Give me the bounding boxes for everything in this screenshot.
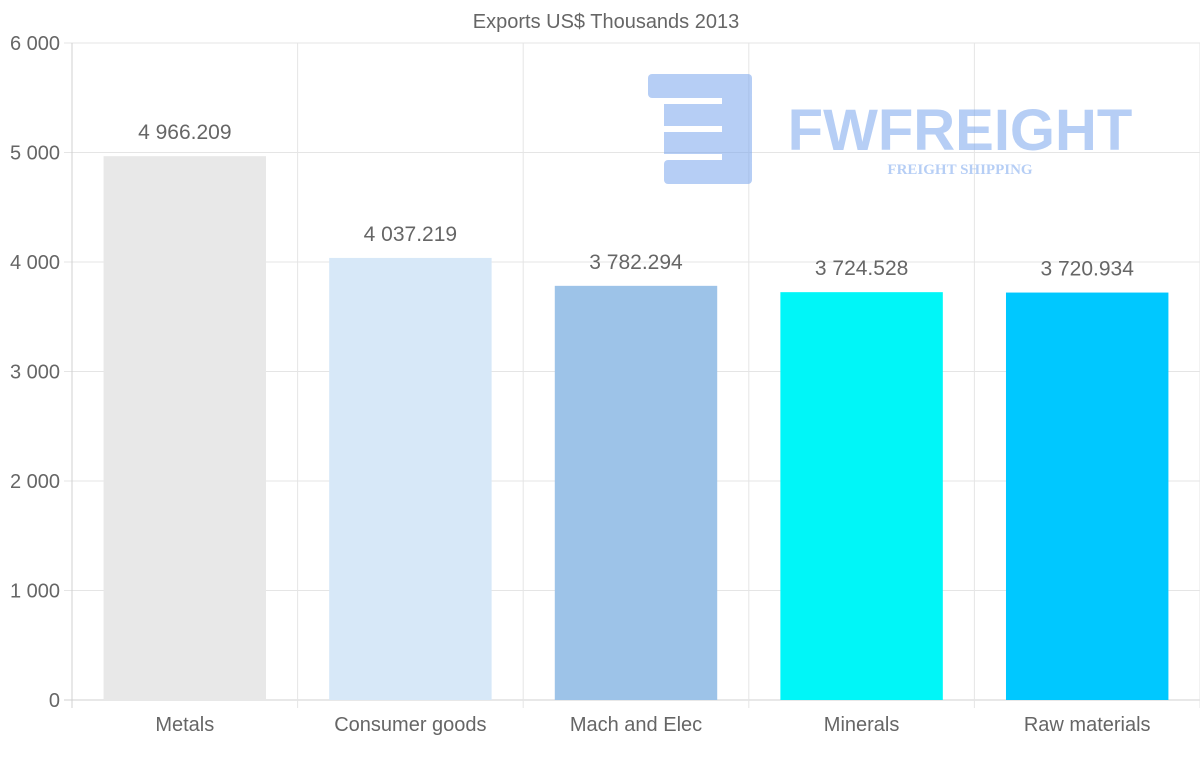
y-tick-label: 5 000	[10, 143, 60, 165]
bar[interactable]	[554, 285, 718, 700]
y-axis-ticks: 0 1 000 2 000 3 000 4 000 5 000 6 000	[10, 33, 60, 712]
value-labels: 4 966.209 4 037.219 3 782.294 3 724.528 3 72…	[138, 121, 1134, 280]
y-tick-label: 1 000	[10, 581, 60, 603]
y-tick-label: 2 000	[10, 471, 60, 493]
value-label: 4 966.209	[138, 121, 231, 144]
value-label: 3 782.294	[589, 251, 683, 274]
x-axis-ticks: Metals Consumer goods Mach and Elec Mineral…	[155, 714, 1150, 736]
y-tick-label: 0	[49, 690, 60, 712]
value-label: 4 037.219	[364, 223, 457, 246]
x-tick-label: Minerals	[824, 714, 900, 736]
y-tick-label: 3 000	[10, 362, 60, 384]
bars	[103, 156, 1169, 700]
watermark-tagline: FREIGHT SHIPPING	[887, 162, 1032, 178]
bar[interactable]	[1005, 292, 1169, 700]
bar[interactable]	[780, 292, 943, 700]
value-label: 3 720.934	[1040, 258, 1134, 281]
fwfreight-logo-icon	[648, 74, 752, 184]
bar[interactable]	[103, 156, 267, 700]
x-tick-label: Mach and Elec	[570, 714, 702, 736]
x-tick-label: Consumer goods	[334, 714, 486, 736]
y-tick-label: 4 000	[10, 252, 60, 274]
x-tick-label: Metals	[155, 714, 214, 736]
value-label: 3 724.528	[815, 257, 908, 280]
fwfreight-watermark: FWFREIGHT FREIGHT SHIPPING	[648, 74, 1132, 184]
chart-title: Exports US$ Thousands 2013	[473, 11, 739, 33]
watermark-brand-name: FWFREIGHT	[788, 98, 1133, 163]
x-tick-label: Raw materials	[1024, 714, 1151, 736]
bar[interactable]	[329, 257, 492, 700]
y-tick-label: 6 000	[10, 33, 60, 55]
